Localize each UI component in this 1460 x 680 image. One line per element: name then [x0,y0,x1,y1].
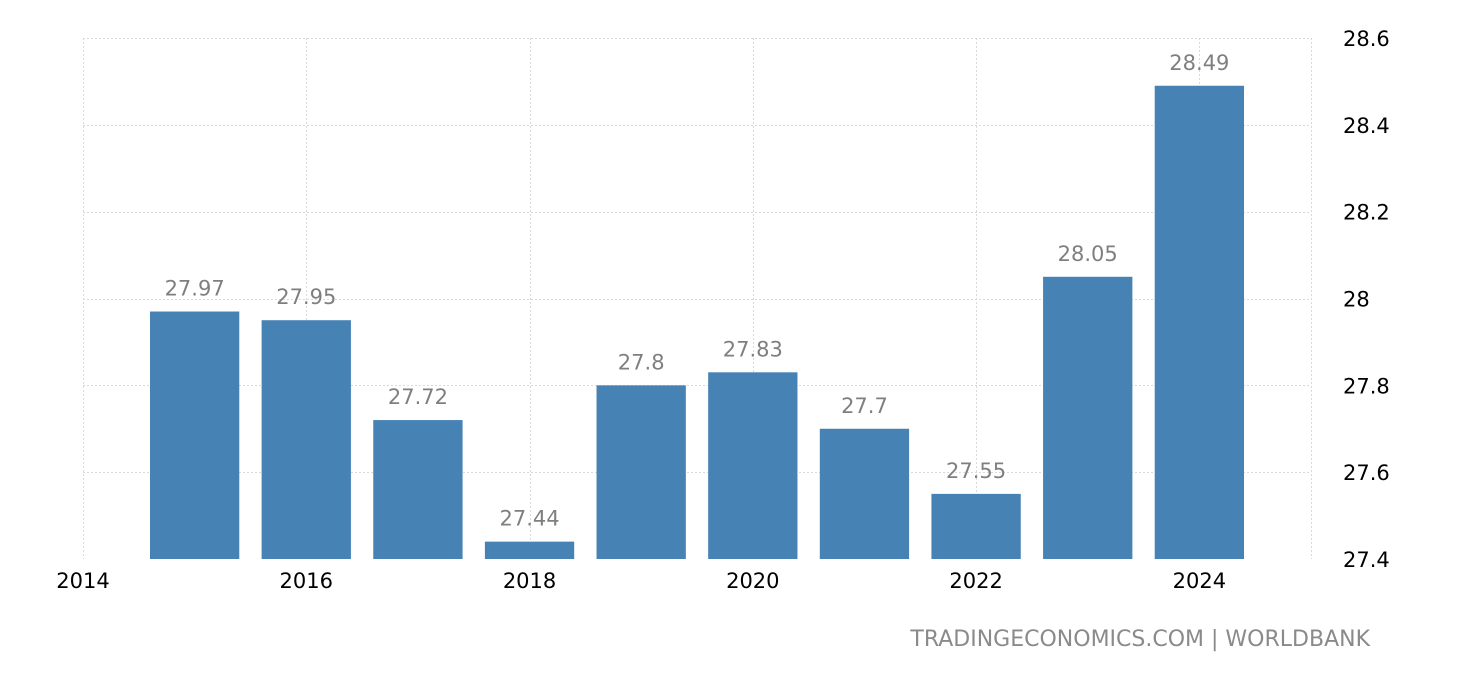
x-tick-label: 2014 [56,569,109,593]
data-label: 27.97 [165,277,225,301]
y-tick-label: 28.6 [1343,27,1390,51]
data-label: 27.7 [841,394,888,418]
source-credit: TRADINGECONOMICS.COM | WORLDBANK [910,627,1370,652]
data-label: 27.83 [723,337,783,361]
bar [261,320,351,559]
bar [484,541,575,559]
y-tick-label: 27.8 [1343,374,1390,398]
bar [149,311,240,559]
data-label: 28.49 [1169,51,1229,75]
data-label: 27.72 [388,385,448,409]
bar [1043,276,1133,559]
bar [1154,85,1245,559]
bar [596,385,686,559]
bars [149,85,1245,559]
x-tick-label: 2018 [503,569,556,593]
data-label: 27.8 [618,350,665,374]
data-label: 28.05 [1058,242,1118,266]
data-label: 27.95 [276,285,336,309]
bar [931,493,1021,559]
y-tick-label: 27.4 [1343,548,1390,572]
x-tick-label: 2022 [949,569,1002,593]
y-tick-label: 28 [1343,288,1370,312]
data-label: 27.55 [946,459,1006,483]
y-axis: 27.4 27.6 27.8 28 28.2 28.4 28.6 [1343,27,1390,572]
x-tick-label: 2020 [726,569,779,593]
data-labels: 27.97 27.95 27.72 27.44 27.8 27.83 27.7 27.55 28… [165,51,1230,531]
x-tick-label: 2016 [280,569,333,593]
x-tick-label: 2024 [1173,569,1226,593]
x-axis: 2014 2016 2018 2020 2022 2024 [56,569,1226,593]
bar [819,428,910,559]
bar-chart: 27.97 27.95 27.72 27.44 27.8 27.83 27.7 27.55 28… [56,27,1390,593]
data-label: 27.44 [499,507,559,531]
y-tick-label: 28.4 [1343,114,1390,138]
y-tick-label: 27.6 [1343,461,1390,485]
bar [708,372,798,559]
bar [373,420,463,559]
y-tick-label: 28.2 [1343,201,1390,225]
